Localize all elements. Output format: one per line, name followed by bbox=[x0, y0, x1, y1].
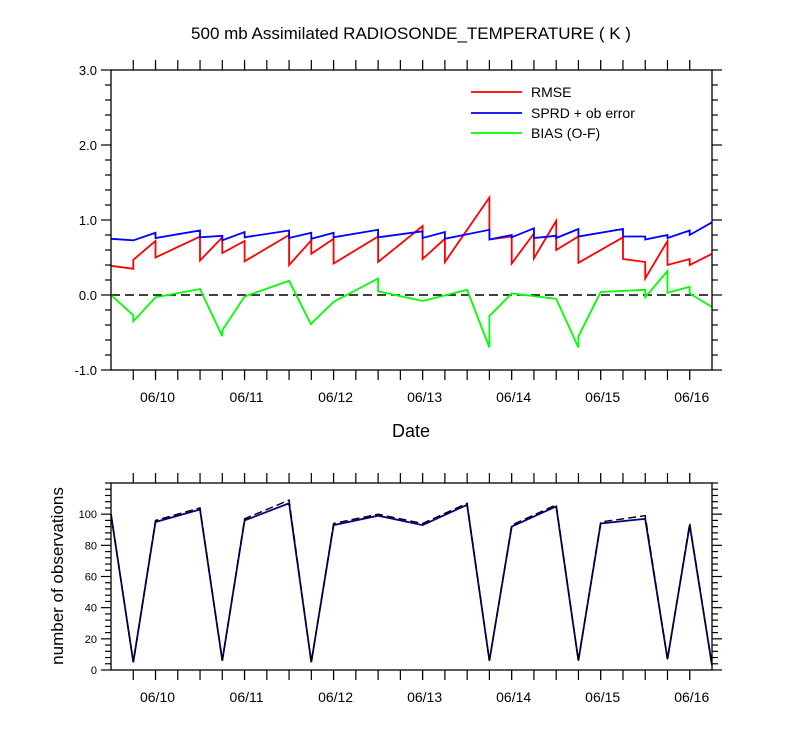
bottom-x-tick-label: 06/15 bbox=[585, 689, 620, 705]
top-x-tick-label: 06/12 bbox=[318, 389, 353, 405]
bottom-x-tick-label: 06/12 bbox=[318, 689, 353, 705]
top-series-sprd-ob-error bbox=[110, 221, 713, 242]
legend-label: BIAS (O-F) bbox=[531, 125, 600, 141]
top-series-rmse bbox=[110, 194, 713, 282]
bottom-x-tick-label: 06/10 bbox=[140, 689, 175, 705]
top-y-tick-label: 0.0 bbox=[79, 288, 97, 303]
x-axis-label: Date bbox=[392, 421, 430, 441]
y-axis-label-bottom: number of observations bbox=[48, 487, 67, 665]
legend: RMSE SPRD + ob error BIAS (O-F) bbox=[471, 84, 635, 141]
bottom-y-tick-label: 100 bbox=[79, 509, 97, 521]
bottom-x-tick-label: 06/13 bbox=[407, 689, 442, 705]
top-axes: 06/10 06/11 06/12 06/13 06/14 06/15 06/16 -1.0 0… bbox=[75, 60, 722, 405]
bottom-series-layer bbox=[110, 499, 713, 666]
bottom-x-tick-label: 06/16 bbox=[674, 689, 709, 705]
top-x-tick-label: 06/15 bbox=[585, 389, 620, 405]
bottom-y-tick-label: 0 bbox=[91, 665, 97, 677]
top-y-tick-label: 3.0 bbox=[79, 63, 97, 78]
top-series-layer bbox=[110, 194, 713, 348]
bottom-series-possible bbox=[110, 499, 713, 666]
bottom-axes: 06/10 06/11 06/12 06/13 06/14 06/15 06/16 0 20 40… bbox=[79, 473, 722, 705]
bottom-y-tick-label: 80 bbox=[85, 540, 97, 552]
top-y-tick-label: 1.0 bbox=[79, 213, 97, 228]
bottom-series-used bbox=[110, 502, 713, 666]
top-y-tick-label: 2.0 bbox=[79, 138, 97, 153]
top-x-tick-label: 06/16 bbox=[674, 389, 709, 405]
bottom-panel: 06/10 06/11 06/12 06/13 06/14 06/15 06/16 0 20 40… bbox=[79, 473, 722, 705]
bottom-y-tick-label: 40 bbox=[85, 603, 97, 615]
top-x-tick-label: 06/11 bbox=[230, 389, 264, 405]
top-y-tick-label: -1.0 bbox=[75, 363, 97, 378]
legend-label: RMSE bbox=[531, 84, 571, 100]
top-series-bias-o-f bbox=[110, 268, 713, 348]
legend-label: SPRD + ob error bbox=[531, 105, 635, 121]
bottom-y-tick-label: 20 bbox=[85, 634, 97, 646]
top-x-tick-label: 06/13 bbox=[407, 389, 442, 405]
bottom-x-tick-label: 06/14 bbox=[496, 689, 531, 705]
chart-title: 500 mb Assimilated RADIOSONDE_TEMPERATUR… bbox=[191, 24, 631, 43]
top-x-tick-label: 06/10 bbox=[140, 389, 175, 405]
top-x-tick-label: 06/14 bbox=[496, 389, 531, 405]
bottom-y-tick-label: 60 bbox=[85, 572, 97, 584]
top-panel: 06/10 06/11 06/12 06/13 06/14 06/15 06/16 -1.0 0… bbox=[75, 60, 722, 405]
bottom-x-tick-label: 06/11 bbox=[230, 689, 264, 705]
